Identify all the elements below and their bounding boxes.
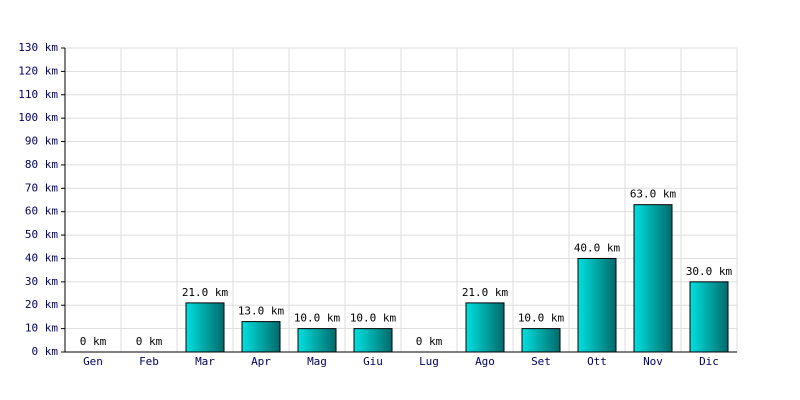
bar (185, 302, 225, 353)
value-label: 40.0 km (574, 241, 621, 254)
y-tick-label: 100 km (18, 111, 58, 124)
bar (521, 328, 561, 353)
y-tick-label: 70 km (25, 181, 58, 194)
x-tick-label: Ott (587, 355, 607, 368)
x-tick-label: Gen (83, 355, 103, 368)
value-label: 10.0 km (518, 312, 565, 325)
bar (689, 281, 729, 353)
y-tick-label: 40 km (25, 251, 58, 264)
bar (241, 321, 281, 353)
y-tick-label: 110 km (18, 88, 58, 101)
x-tick-label: Nov (643, 355, 663, 368)
y-tick-label: 20 km (25, 298, 58, 311)
x-tick-label: Set (531, 355, 551, 368)
y-tick-label: 0 km (32, 345, 59, 358)
value-label: 13.0 km (238, 305, 285, 318)
y-tick-label: 130 km (18, 41, 58, 54)
bar (577, 257, 617, 353)
x-tick-label: Ago (475, 355, 495, 368)
value-label: 63.0 km (630, 188, 677, 201)
value-label: 21.0 km (462, 286, 509, 299)
x-tick-label: Apr (251, 355, 271, 368)
value-label: 0 km (80, 335, 107, 348)
bar (633, 204, 673, 353)
y-tick-label: 120 km (18, 64, 58, 77)
y-tick-label: 90 km (25, 135, 58, 148)
y-tick-label: 80 km (25, 158, 58, 171)
value-label: 10.0 km (350, 312, 397, 325)
bar (353, 328, 393, 353)
value-label: 21.0 km (182, 286, 229, 299)
value-label: 30.0 km (686, 265, 733, 278)
y-tick-label: 30 km (25, 275, 58, 288)
bar (297, 328, 337, 353)
x-tick-label: Mag (307, 355, 327, 368)
value-label: 10.0 km (294, 312, 341, 325)
x-tick-label: Feb (139, 355, 159, 368)
y-tick-label: 10 km (25, 322, 58, 335)
x-tick-label: Lug (419, 355, 439, 368)
x-tick-label: Mar (195, 355, 215, 368)
y-tick-label: 60 km (25, 205, 58, 218)
value-label: 0 km (416, 335, 443, 348)
x-tick-label: Giu (363, 355, 383, 368)
value-label: 0 km (136, 335, 163, 348)
y-tick-label: 50 km (25, 228, 58, 241)
x-tick-label: Dic (699, 355, 719, 368)
bar (465, 302, 505, 353)
